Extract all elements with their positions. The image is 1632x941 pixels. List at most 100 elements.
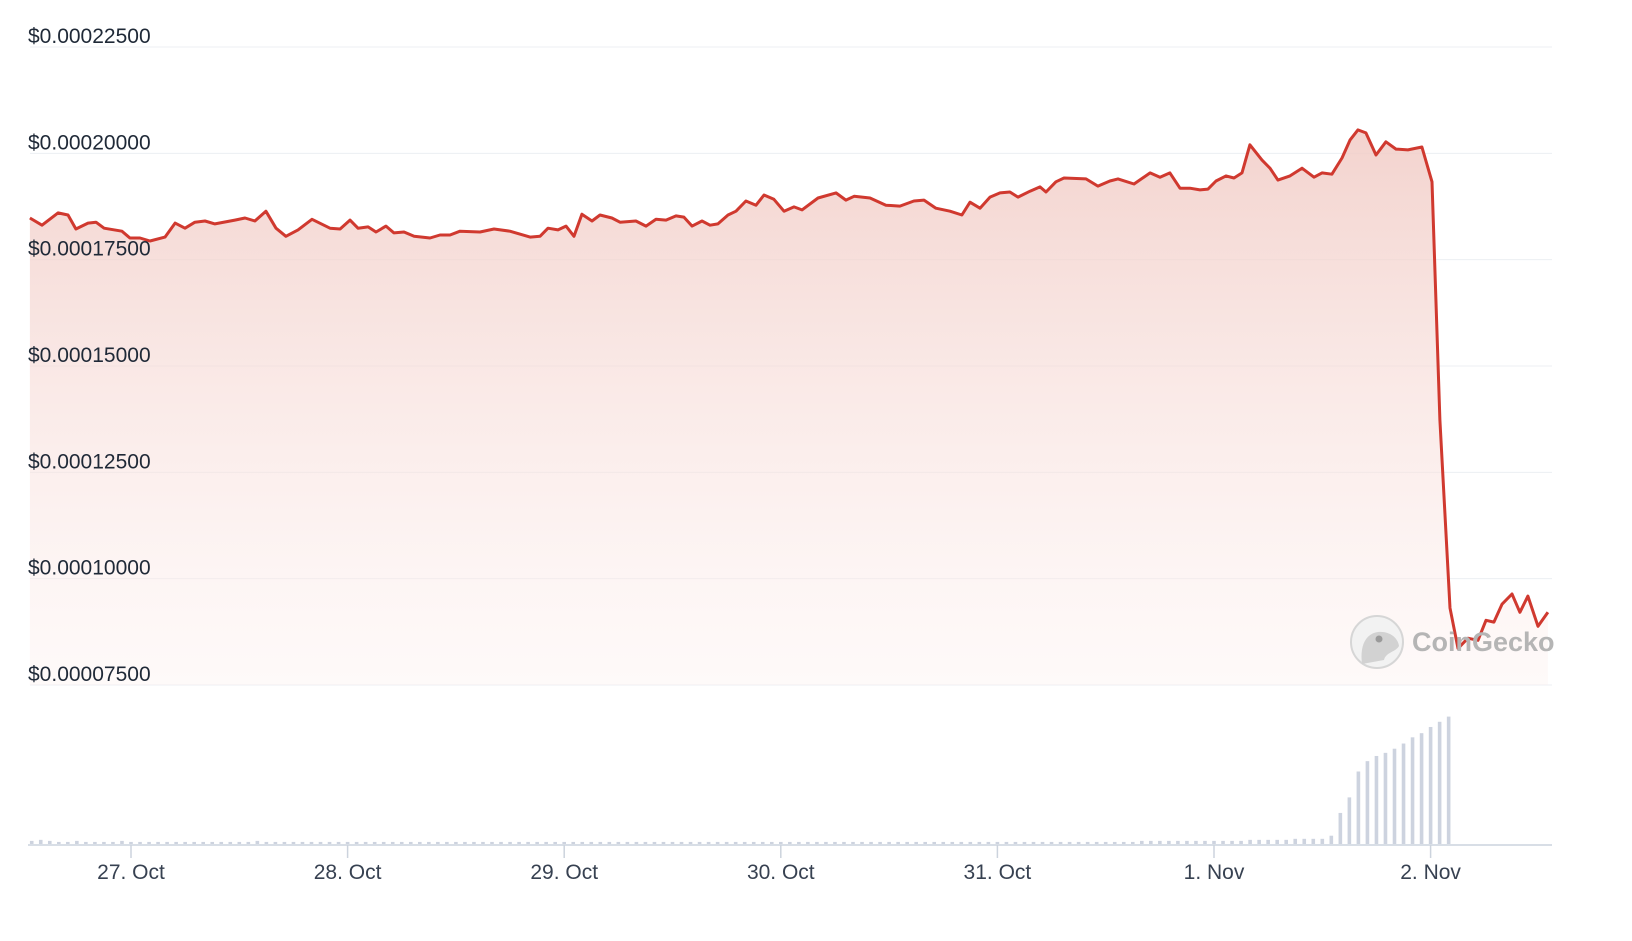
volume-bar (824, 841, 828, 844)
volume-bar (381, 841, 386, 844)
volume-bar (1212, 840, 1216, 844)
volume-bar (1221, 840, 1225, 844)
volume-bar (1248, 839, 1252, 844)
volume-bar (354, 841, 359, 844)
volume-bar (38, 839, 43, 844)
y-tick-label: $0.00007500 (28, 663, 151, 686)
volume-bar (634, 841, 639, 844)
volume-bar (336, 841, 341, 844)
volume-bar (517, 841, 521, 844)
volume-bar (363, 841, 368, 844)
volume-bar (1022, 841, 1027, 844)
volume-bar (1194, 840, 1198, 844)
volume-bar (905, 841, 909, 844)
volume-bar (183, 841, 187, 844)
volume-bar (724, 841, 729, 844)
volume-bar (273, 841, 278, 844)
volume-bar (1049, 841, 1054, 844)
volume-bar (84, 841, 88, 844)
volume-bar (75, 840, 79, 844)
volume-bar (1067, 841, 1072, 844)
volume-bar (1185, 840, 1189, 844)
x-axis: 27. Oct 28. Oct 29. Oct 30. Oct 31. Oct 1. No… (28, 844, 1552, 884)
volume-bar (1356, 771, 1361, 844)
volume-bar (1446, 716, 1451, 844)
volume-bar (1031, 841, 1036, 844)
y-axis: $0.00022500 $0.00020000 $0.00017500 $0.0001… (28, 25, 151, 686)
volume-bar (1140, 840, 1144, 844)
volume-bar (192, 841, 196, 844)
volume-bar (345, 841, 350, 844)
x-tick-label: 29. Oct (530, 861, 598, 884)
volume-bar (418, 841, 422, 844)
volume-bar (670, 841, 675, 844)
volume-bar (57, 841, 61, 844)
volume-bar (327, 841, 332, 844)
volume-bar (372, 841, 377, 844)
volume-bar (715, 841, 720, 844)
volume-bar (102, 841, 106, 844)
volume-bar (147, 841, 151, 844)
volume-bar (300, 841, 305, 844)
volume-bar (1410, 737, 1415, 844)
volume-bar (896, 841, 900, 844)
volume-bar (1239, 840, 1243, 844)
x-tick-label: 2. Nov (1400, 861, 1461, 884)
volume-bar (210, 841, 215, 844)
volume-bar (1176, 840, 1180, 844)
volume-bar (399, 841, 404, 844)
volume-bar (995, 841, 1000, 844)
x-tick-label: 31. Oct (964, 861, 1032, 884)
volume-bar (508, 841, 512, 844)
volume-bar (1338, 812, 1343, 844)
volume-bar (797, 841, 801, 844)
volume-bar (156, 841, 160, 844)
volume-bar (1257, 839, 1261, 844)
volume-bar (706, 841, 711, 844)
volume-bar (1428, 726, 1433, 844)
volume-bar (1320, 838, 1325, 844)
volume-bar (93, 841, 97, 844)
volume-bar (661, 841, 666, 844)
y-tick-label: $0.00022500 (28, 25, 151, 48)
volume-bar (851, 841, 855, 844)
volume-bar (779, 841, 783, 844)
volume-bar (1401, 743, 1406, 844)
volume-bar (760, 841, 765, 844)
volume-bar (427, 841, 431, 844)
volume-bar (436, 841, 440, 844)
volume-bar (697, 841, 702, 844)
y-tick-label: $0.00015000 (28, 344, 151, 367)
volume-bar (29, 840, 34, 844)
volume-bar (526, 841, 530, 844)
volume-bar (454, 841, 458, 844)
volume-bar (968, 841, 973, 844)
y-tick-label: $0.00012500 (28, 450, 151, 473)
volume-bar (625, 841, 630, 844)
volume-bar (1437, 721, 1442, 844)
volume-bar (589, 841, 594, 844)
volume-bar (481, 841, 485, 844)
volume-bar (1284, 839, 1288, 844)
x-tick-label: 28. Oct (314, 861, 382, 884)
volume-bar (463, 841, 467, 844)
volume-bar (120, 840, 124, 844)
volume-bar (616, 841, 621, 844)
volume-bar (282, 841, 287, 844)
volume-bar (688, 841, 693, 844)
volume-bar (246, 841, 251, 844)
volume-bar (1158, 840, 1162, 844)
x-tick-label: 27. Oct (97, 861, 165, 884)
volume-bar (1374, 755, 1379, 844)
volume-bar (571, 841, 576, 844)
volume-bar (580, 841, 585, 844)
volume-bar (228, 841, 233, 844)
volume-bar (1149, 840, 1153, 844)
y-tick-label: $0.00020000 (28, 131, 151, 154)
volume-bar (1230, 840, 1234, 844)
volume-bar (1419, 733, 1424, 844)
volume-bar (598, 841, 603, 844)
volume-bar (544, 841, 548, 844)
volume-bar (1293, 838, 1298, 844)
